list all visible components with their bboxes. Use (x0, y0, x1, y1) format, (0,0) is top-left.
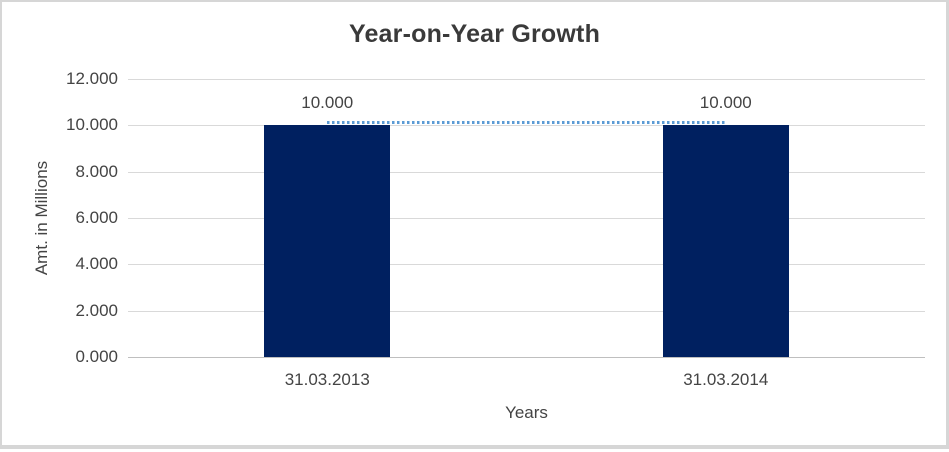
growth-connector-dotted-line (327, 121, 726, 125)
x-tick-label: 31.03.2013 (284, 370, 370, 389)
chart-title: Year-on-Year Growth (348, 20, 601, 48)
y-tick-label: 4.000 (75, 254, 118, 274)
x-tick-label: 31.03.2014 (683, 370, 769, 389)
data-label: 10.000 (699, 93, 752, 113)
plot-area (128, 79, 925, 358)
y-tick-label: 2.000 (75, 300, 118, 320)
y-tick-label: 12.000 (66, 69, 118, 88)
y-tick-label: 8.000 (75, 161, 118, 181)
bar (264, 125, 391, 357)
data-label: 10.000 (301, 93, 354, 113)
bar (662, 125, 789, 357)
y-tick-label: 10.000 (66, 115, 118, 135)
gridline (128, 79, 925, 80)
y-tick-label: 6.000 (75, 208, 118, 227)
gridline (128, 125, 925, 127)
gridline (128, 310, 925, 312)
gridline (128, 218, 925, 219)
gridline (128, 171, 925, 173)
x-axis-line (128, 357, 925, 358)
y-tick-label: 0.000 (75, 347, 118, 366)
x-axis-title: Years (505, 403, 548, 422)
gridline (128, 264, 925, 266)
